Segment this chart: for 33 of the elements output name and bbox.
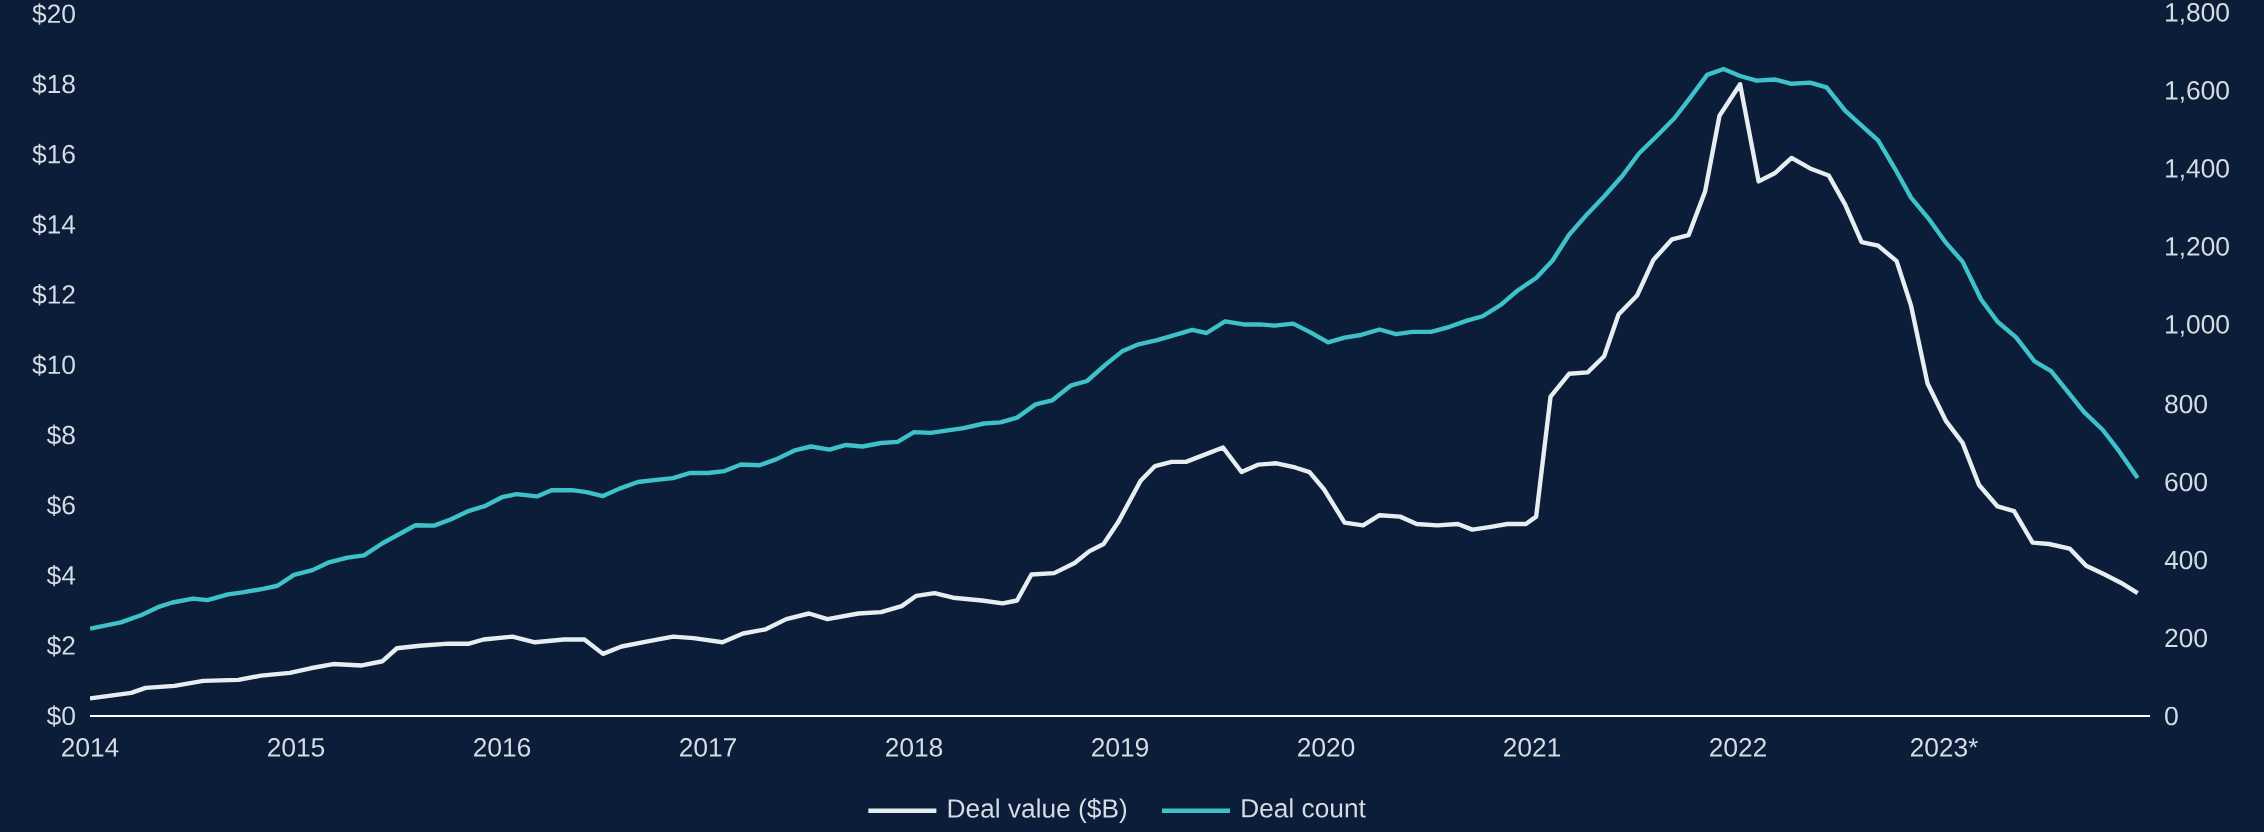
y2-tick-label: 600 bbox=[2165, 472, 2207, 492]
legend-label: Deal count bbox=[1242, 798, 1366, 818]
x-tick-label: 2017 bbox=[680, 738, 736, 757]
y-tick-label: $8 bbox=[46, 424, 75, 446]
x-tick-label: 2020 bbox=[1298, 738, 1355, 757]
x-tick-label: 2014 bbox=[62, 738, 119, 757]
y-tick-label: $14 bbox=[32, 213, 76, 236]
y2-tick-label: 400 bbox=[2164, 550, 2207, 570]
x-tick-label: 2021 bbox=[1504, 738, 1561, 757]
y2-tick-label: 1,800 bbox=[2166, 3, 2229, 25]
y-tick-label: $6 bbox=[46, 494, 75, 517]
y2-tick-label: 200 bbox=[2165, 628, 2207, 648]
y2-tick-label: 800 bbox=[2165, 394, 2207, 414]
y2-tick-label: 1,600 bbox=[2166, 81, 2229, 103]
y-tick-label: $0 bbox=[46, 705, 75, 727]
y-tick-label: $16 bbox=[32, 143, 75, 166]
y-tick-label: $2 bbox=[46, 635, 75, 657]
x-tick-label: 2019 bbox=[1092, 738, 1148, 757]
y-tick-label: $18 bbox=[32, 73, 75, 95]
y-tick-label: $20 bbox=[32, 3, 75, 25]
x-tick-label: 2018 bbox=[886, 738, 943, 757]
y2-tick-label: 0 bbox=[2165, 706, 2178, 726]
x-tick-label: 2023* bbox=[1910, 738, 1978, 757]
y2-tick-label: 1,000 bbox=[2166, 315, 2229, 337]
x-tick-label: 2015 bbox=[268, 738, 325, 757]
x-tick-label: 2016 bbox=[474, 738, 531, 757]
y2-tick-label: 1,200 bbox=[2166, 237, 2229, 259]
y-tick-label: $12 bbox=[32, 284, 75, 306]
x-tick-label: 2022 bbox=[1710, 738, 1766, 757]
y-tick-label: $10 bbox=[32, 354, 75, 376]
y2-tick-label: 1,400 bbox=[2166, 159, 2229, 181]
legend-label: Deal value ($B) bbox=[948, 798, 1127, 823]
y-tick-label: $4 bbox=[46, 564, 76, 587]
